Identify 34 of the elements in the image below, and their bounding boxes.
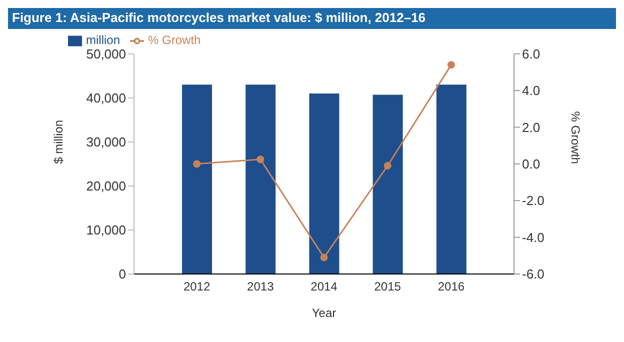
x-tick-label: 2015 [374, 280, 402, 294]
text: % Growth [148, 33, 201, 47]
point [384, 162, 392, 170]
y-tick-label: 30,000 [86, 134, 126, 150]
point [256, 156, 264, 164]
y2-tick-label: 2.0 [522, 120, 540, 135]
y2-tick-label: -2.0 [522, 193, 544, 208]
point [320, 254, 328, 262]
y2-tick-label: 0.0 [522, 156, 540, 172]
y-tick-label: 20,000 [86, 178, 126, 194]
x-axis-title: Year [312, 306, 336, 320]
bar [309, 93, 340, 274]
y-tick-label: 10,000 [86, 222, 126, 238]
y2-tick-label: -6.0 [522, 266, 544, 282]
y2-tick-label: 4.0 [522, 83, 540, 98]
point [193, 160, 201, 168]
x-tick-label: 2012 [183, 280, 210, 294]
y-tick-label: 40,000 [86, 90, 126, 106]
y-axis-title: $ million [51, 120, 66, 164]
legend-label: million [86, 33, 120, 47]
bar [436, 84, 466, 274]
point [447, 61, 455, 69]
x-tick-label: 2014 [310, 280, 338, 294]
x-tick-label: 2016 [438, 280, 465, 294]
bar [246, 84, 276, 274]
chart-title: Figure 1: Asia-Pacific motorcycles market value: $ million, 2012–16 [8, 8, 616, 29]
y-tick-label: 0 [118, 266, 126, 282]
x-tick-label: 2013 [247, 280, 274, 294]
y2-tick-label: -4.0 [522, 230, 544, 245]
y2-tick-label: 6.0 [522, 46, 540, 62]
bar [372, 94, 403, 274]
y2-axis-title: % Growth [568, 111, 583, 164]
bar [182, 84, 212, 274]
y-tick-label: 50,000 [86, 46, 126, 62]
